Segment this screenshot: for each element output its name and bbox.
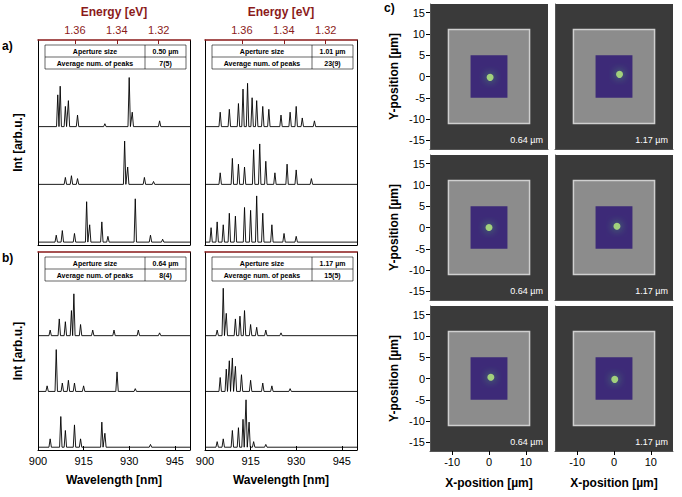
svg-text:Average num. of peaks: Average num. of peaks bbox=[224, 272, 300, 280]
svg-text:-10: -10 bbox=[409, 264, 425, 276]
svg-text:1.17 µm: 1.17 µm bbox=[635, 135, 668, 145]
svg-text:900: 900 bbox=[29, 455, 47, 467]
svg-text:Y-position [µm]: Y-position [µm] bbox=[387, 335, 401, 422]
svg-text:1.34: 1.34 bbox=[273, 24, 294, 36]
svg-text:5: 5 bbox=[419, 200, 425, 212]
svg-text:945: 945 bbox=[333, 455, 351, 467]
svg-text:Y-position [µm]: Y-position [µm] bbox=[387, 33, 401, 120]
svg-text:10: 10 bbox=[413, 179, 425, 191]
svg-text:X-position [µm]: X-position [µm] bbox=[570, 476, 658, 490]
svg-text:Average num. of peaks: Average num. of peaks bbox=[224, 60, 300, 68]
svg-text:0: 0 bbox=[611, 456, 617, 468]
svg-text:-10: -10 bbox=[569, 456, 585, 468]
svg-text:5: 5 bbox=[419, 351, 425, 363]
svg-text:Y-position [µm]: Y-position [µm] bbox=[387, 184, 401, 271]
svg-text:1.34: 1.34 bbox=[106, 24, 127, 36]
svg-text:Int [arb.u.]: Int [arb.u.] bbox=[11, 113, 25, 172]
svg-text:10: 10 bbox=[413, 330, 425, 342]
svg-text:900: 900 bbox=[196, 455, 214, 467]
svg-text:Aperture size: Aperture size bbox=[240, 260, 284, 268]
svg-text:0: 0 bbox=[486, 456, 492, 468]
svg-text:1.01 µm: 1.01 µm bbox=[320, 48, 346, 56]
svg-text:1.32: 1.32 bbox=[315, 24, 336, 36]
svg-text:-10: -10 bbox=[409, 113, 425, 125]
svg-text:0.64 µm: 0.64 µm bbox=[510, 437, 543, 447]
svg-text:-10: -10 bbox=[444, 456, 460, 468]
svg-text:7(5): 7(5) bbox=[159, 60, 171, 68]
svg-text:15: 15 bbox=[413, 7, 425, 19]
svg-text:10: 10 bbox=[520, 456, 532, 468]
svg-text:10: 10 bbox=[413, 28, 425, 40]
svg-text:15(5): 15(5) bbox=[324, 272, 340, 280]
svg-text:Energy [eV]: Energy [eV] bbox=[248, 5, 315, 19]
svg-text:-5: -5 bbox=[415, 394, 425, 406]
svg-text:0: 0 bbox=[419, 222, 425, 234]
svg-text:15: 15 bbox=[413, 309, 425, 321]
svg-text:0.50 µm: 0.50 µm bbox=[153, 48, 179, 56]
svg-text:15: 15 bbox=[413, 158, 425, 170]
svg-text:1.36: 1.36 bbox=[231, 24, 252, 36]
svg-text:1.17 µm: 1.17 µm bbox=[320, 260, 346, 268]
svg-text:1.17 µm: 1.17 µm bbox=[635, 437, 668, 447]
svg-text:0.64 µm: 0.64 µm bbox=[510, 286, 543, 296]
svg-text:Wavelength [nm]: Wavelength [nm] bbox=[233, 473, 329, 487]
svg-text:915: 915 bbox=[241, 455, 259, 467]
svg-text:930: 930 bbox=[120, 455, 138, 467]
svg-text:915: 915 bbox=[74, 455, 92, 467]
svg-text:Wavelength [nm]: Wavelength [nm] bbox=[66, 473, 162, 487]
svg-text:-10: -10 bbox=[409, 415, 425, 427]
svg-text:0: 0 bbox=[419, 373, 425, 385]
svg-text:Average num. of peaks: Average num. of peaks bbox=[57, 60, 133, 68]
svg-text:0: 0 bbox=[419, 71, 425, 83]
svg-text:Aperture size: Aperture size bbox=[73, 260, 117, 268]
svg-text:Energy [eV]: Energy [eV] bbox=[81, 5, 148, 19]
svg-text:a): a) bbox=[2, 39, 13, 53]
svg-text:0.64 µm: 0.64 µm bbox=[510, 135, 543, 145]
svg-text:-15: -15 bbox=[409, 134, 425, 146]
svg-text:Int [arb.u.]: Int [arb.u.] bbox=[11, 322, 25, 381]
svg-text:0.64 µm: 0.64 µm bbox=[153, 260, 179, 268]
svg-text:23(9): 23(9) bbox=[324, 60, 340, 68]
svg-text:-5: -5 bbox=[415, 92, 425, 104]
svg-text:5: 5 bbox=[419, 49, 425, 61]
svg-text:Average num. of peaks: Average num. of peaks bbox=[57, 272, 133, 280]
svg-text:-15: -15 bbox=[409, 285, 425, 297]
svg-text:Aperture size: Aperture size bbox=[73, 48, 117, 56]
svg-text:Aperture size: Aperture size bbox=[240, 48, 284, 56]
svg-text:-5: -5 bbox=[415, 243, 425, 255]
svg-text:1.36: 1.36 bbox=[64, 24, 85, 36]
svg-text:X-position [µm]: X-position [µm] bbox=[445, 476, 533, 490]
svg-text:1.17 µm: 1.17 µm bbox=[635, 286, 668, 296]
svg-text:c): c) bbox=[384, 1, 395, 15]
svg-text:-15: -15 bbox=[409, 436, 425, 448]
svg-text:8(4): 8(4) bbox=[159, 272, 171, 280]
svg-text:10: 10 bbox=[645, 456, 657, 468]
svg-text:930: 930 bbox=[287, 455, 305, 467]
svg-text:945: 945 bbox=[166, 455, 184, 467]
svg-text:1.32: 1.32 bbox=[148, 24, 169, 36]
svg-text:b): b) bbox=[2, 251, 13, 265]
